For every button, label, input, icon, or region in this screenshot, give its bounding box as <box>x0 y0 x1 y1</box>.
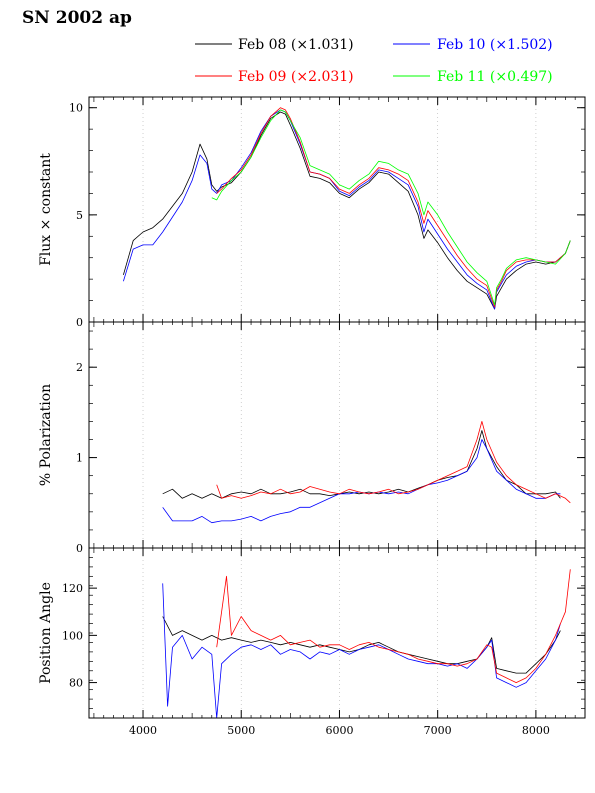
legend-entry-1: Feb 10 (×1.502) <box>437 37 553 53</box>
series-line-0-3 <box>211 109 571 306</box>
y-tick-label-0-2: 10 <box>69 102 83 115</box>
legend-entry-3: Feb 11 (×0.497) <box>437 69 553 85</box>
series-line-0-0 <box>123 111 571 310</box>
y-tick-label-0-1: 5 <box>76 209 83 222</box>
y-tick-label-1-2: 2 <box>76 361 83 374</box>
series-line-0-1 <box>123 109 571 310</box>
series-line-1-2 <box>216 420 571 504</box>
y-axis-label-1: % Polarization <box>38 384 54 486</box>
panel-0: 0 5 10 Flux × constant <box>38 96 586 329</box>
y-tick-label-2-0: 80 <box>69 677 83 690</box>
series-group-1 <box>162 420 571 524</box>
panel-1: 0 1 2 % Polarization <box>38 321 586 555</box>
y-tick-label-2-1: 100 <box>62 629 83 642</box>
y-tick-label-0-0: 0 <box>76 316 83 329</box>
chart-panels: 0 5 10 Flux × constant 0 1 2 % Polarization 80 10… <box>38 96 586 737</box>
series-line-1-0 <box>162 430 561 499</box>
legend-entry-2: Feb 09 (×2.031) <box>238 69 354 85</box>
y-tick-label-1-1: 1 <box>76 452 83 465</box>
legend-entry-0: Feb 08 (×1.031) <box>238 37 354 53</box>
legend: Feb 08 (×1.031) Feb 10 (×1.502) Feb 09 (×2… <box>195 37 553 85</box>
x-tick-label-1: 5000 <box>227 724 255 737</box>
series-line-0-2 <box>216 107 571 308</box>
x-tick-label-0: 4000 <box>129 724 157 737</box>
series-line-2-0 <box>162 616 561 674</box>
series-group-0 <box>123 107 571 310</box>
panel-frame-2 <box>88 547 586 719</box>
x-tick-label-2: 6000 <box>325 724 353 737</box>
chart-title: SN 2002 ap <box>22 8 132 28</box>
series-group-2 <box>162 569 571 718</box>
panel-frame-1 <box>88 321 586 549</box>
series-line-1-1 <box>162 439 561 524</box>
y-tick-label-1-0: 0 <box>76 542 83 555</box>
x-tick-label-4: 8000 <box>522 724 550 737</box>
y-axis-label-2: Position Angle <box>38 582 54 684</box>
x-tick-label-3: 7000 <box>424 724 452 737</box>
panel-frame-0 <box>88 96 586 323</box>
y-tick-label-2-2: 120 <box>62 582 83 595</box>
y-axis-label-0: Flux × constant <box>38 153 54 266</box>
series-line-2-2 <box>216 569 571 683</box>
panel-2: 80 100 120 Position Angle 4000 5000 6000 7000 80… <box>38 547 586 737</box>
